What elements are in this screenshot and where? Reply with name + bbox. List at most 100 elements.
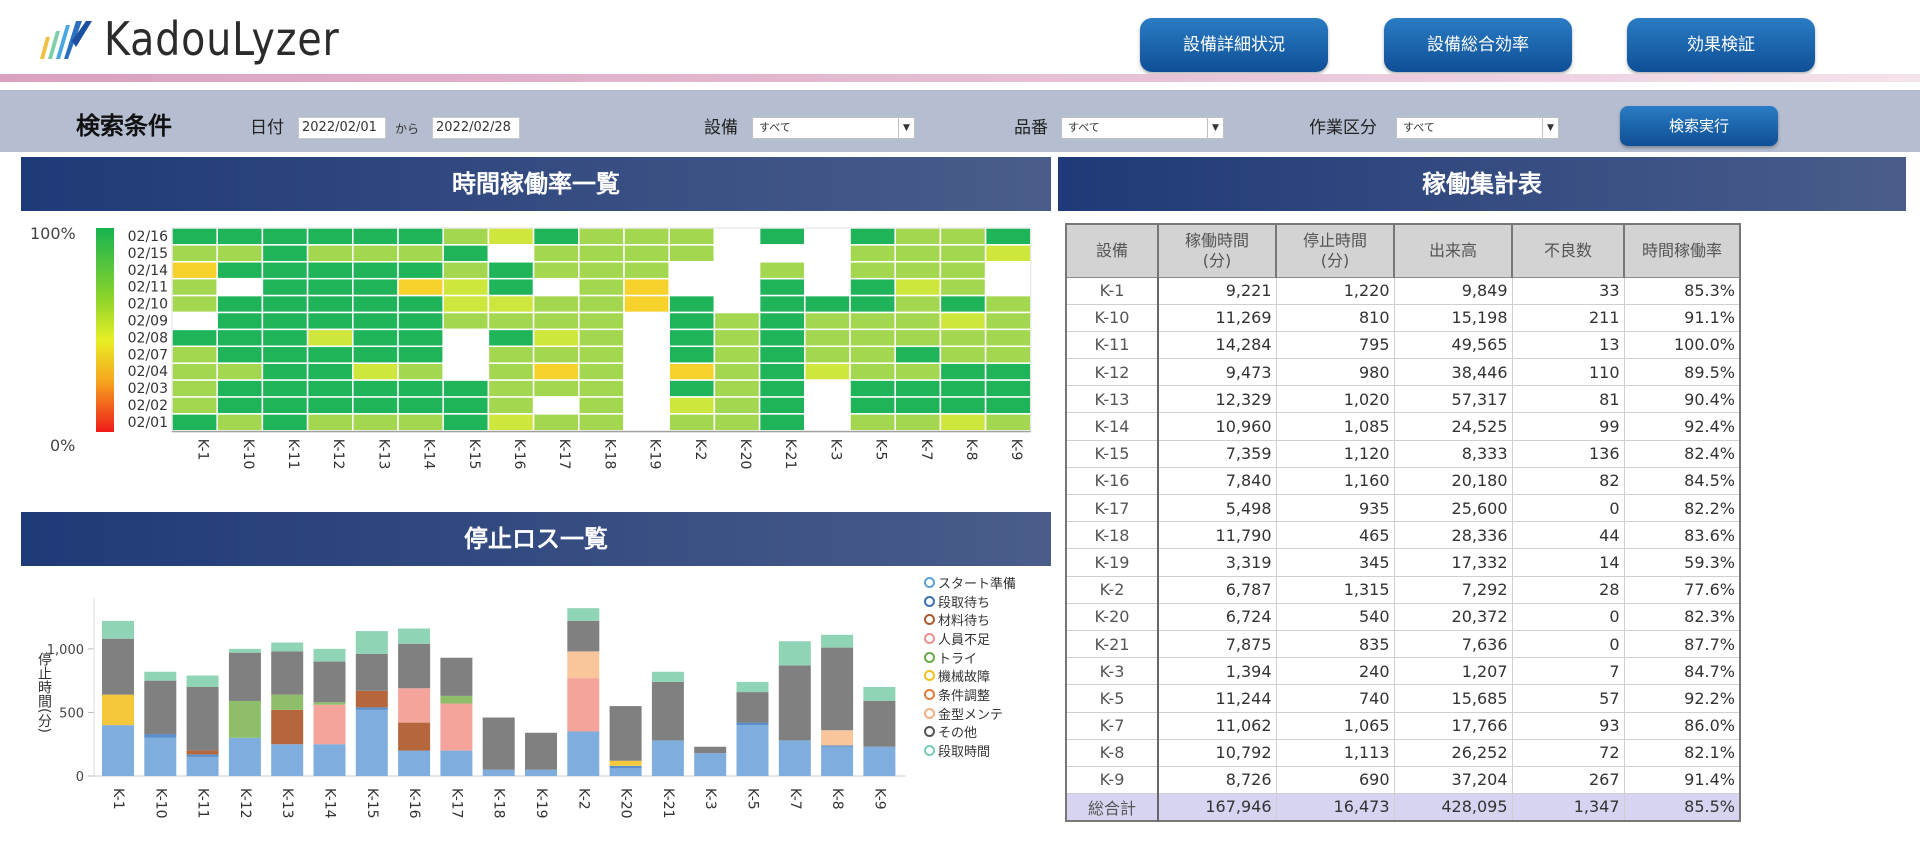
- table-row[interactable]: K-9 8,726 690 37,204 267 91.4%: [1065, 765, 1741, 795]
- heatmap-cell[interactable]: [171, 345, 218, 364]
- heatmap-cell[interactable]: [668, 311, 716, 331]
- heatmap-cell[interactable]: [668, 345, 716, 364]
- heatmap-cell[interactable]: [984, 261, 1032, 280]
- heatmap-cell[interactable]: [804, 294, 851, 314]
- heatmap-cell[interactable]: [804, 227, 851, 246]
- stoploss-bar-segment[interactable]: [186, 687, 219, 751]
- heatmap-cell[interactable]: [984, 328, 1032, 348]
- stoploss-bar-segment[interactable]: [609, 765, 642, 769]
- heatmap-cell[interactable]: [939, 294, 987, 314]
- heatmap-cell[interactable]: [171, 261, 218, 280]
- table-row[interactable]: K-20 6,724 540 20,372 0 82.3%: [1065, 602, 1741, 631]
- stoploss-bar-segment[interactable]: [440, 657, 473, 696]
- heatmap-cell[interactable]: [849, 362, 896, 381]
- stoploss-bar-segment[interactable]: [736, 725, 769, 776]
- heatmap-cell[interactable]: [713, 396, 761, 415]
- heatmap-cell[interactable]: [758, 277, 806, 297]
- heatmap-cell[interactable]: [397, 311, 444, 331]
- heatmap-cell[interactable]: [171, 379, 218, 398]
- heatmap-cell[interactable]: [623, 328, 670, 348]
- heatmap-cell[interactable]: [442, 362, 490, 381]
- heatmap-cell[interactable]: [849, 227, 896, 246]
- heatmap-cell[interactable]: [849, 244, 896, 263]
- heatmap-cell[interactable]: [442, 345, 490, 364]
- heatmap-cell[interactable]: [306, 379, 354, 398]
- heatmap-cell[interactable]: [532, 413, 580, 432]
- stoploss-bar-segment[interactable]: [313, 661, 346, 703]
- table-row[interactable]: K-1 9,221 1,220 9,849 33 85.3%: [1065, 276, 1741, 305]
- heatmap-cell[interactable]: [894, 345, 942, 364]
- stoploss-bar-segment[interactable]: [778, 740, 811, 776]
- heatmap-cell[interactable]: [849, 328, 896, 348]
- heatmap-cell[interactable]: [939, 328, 987, 348]
- heatmap-cell[interactable]: [352, 413, 399, 432]
- stoploss-bar-segment[interactable]: [736, 692, 769, 723]
- heatmap-cell[interactable]: [668, 413, 716, 432]
- heatmap-cell[interactable]: [397, 362, 444, 381]
- stoploss-bar-segment[interactable]: [271, 709, 304, 745]
- heatmap-cell[interactable]: [306, 413, 354, 432]
- table-header-cell[interactable]: 時間稼働率: [1623, 223, 1741, 278]
- chevron-down-icon[interactable]: ▼: [1542, 118, 1558, 138]
- heatmap-cell[interactable]: [713, 244, 761, 263]
- stoploss-bar-segment[interactable]: [694, 753, 727, 776]
- table-row[interactable]: K-8 10,792 1,113 26,252 72 82.1%: [1065, 738, 1741, 767]
- heatmap-cell[interactable]: [532, 396, 580, 415]
- heatmap-cell[interactable]: [306, 227, 354, 246]
- heatmap-cell[interactable]: [623, 311, 670, 331]
- heatmap-cell[interactable]: [623, 396, 670, 415]
- heatmap-cell[interactable]: [939, 244, 987, 263]
- legend-item[interactable]: 人員不足: [924, 629, 1016, 648]
- stoploss-bar-segment[interactable]: [271, 651, 304, 695]
- heatmap-cell[interactable]: [849, 277, 896, 297]
- stoploss-bar-segment[interactable]: [482, 717, 515, 770]
- search-submit-button[interactable]: 検索実行: [1620, 106, 1778, 146]
- heatmap-cell[interactable]: [939, 362, 987, 381]
- stoploss-bar-segment[interactable]: [736, 681, 769, 693]
- heatmap-cell[interactable]: [939, 379, 987, 398]
- heatmap-cell[interactable]: [804, 311, 851, 331]
- heatmap-cell[interactable]: [623, 362, 670, 381]
- stoploss-bar-segment[interactable]: [567, 731, 600, 777]
- heatmap-cell[interactable]: [939, 261, 987, 280]
- legend-item[interactable]: 段取待ち: [924, 592, 1016, 611]
- heatmap-cell[interactable]: [849, 413, 896, 432]
- heatmap-cell[interactable]: [171, 244, 218, 263]
- heatmap-cell[interactable]: [532, 328, 580, 348]
- stoploss-bar-segment[interactable]: [694, 746, 727, 754]
- heatmap-cell[interactable]: [578, 277, 625, 297]
- stoploss-bar-segment[interactable]: [778, 665, 811, 741]
- heatmap-cell[interactable]: [894, 379, 942, 398]
- heatmap-cell[interactable]: [849, 311, 896, 331]
- equipment-detail-button[interactable]: 設備詳細状況: [1140, 18, 1328, 72]
- stoploss-bar-segment[interactable]: [398, 688, 431, 723]
- heatmap-cell[interactable]: [668, 227, 716, 246]
- chevron-down-icon[interactable]: ▼: [898, 118, 914, 138]
- heatmap-cell[interactable]: [216, 379, 264, 398]
- heatmap-cell[interactable]: [487, 413, 535, 432]
- heatmap-cell[interactable]: [713, 277, 761, 297]
- heatmap-cell[interactable]: [487, 362, 535, 381]
- stoploss-bar-segment[interactable]: [355, 653, 388, 691]
- heatmap-cell[interactable]: [804, 396, 851, 415]
- heatmap-cell[interactable]: [397, 396, 444, 415]
- stoploss-bar-segment[interactable]: [525, 769, 557, 776]
- heatmap-cell[interactable]: [578, 261, 625, 280]
- heatmap-cell[interactable]: [216, 413, 264, 432]
- stoploss-bar-segment[interactable]: [144, 734, 177, 738]
- heatmap-cell[interactable]: [532, 379, 580, 398]
- heatmap-cell[interactable]: [758, 227, 806, 246]
- stoploss-bar-segment[interactable]: [398, 722, 431, 751]
- table-total-row[interactable]: 総合計 167,946 16,473 428,095 1,347 85.5%: [1065, 793, 1741, 822]
- heatmap-cell[interactable]: [984, 244, 1032, 263]
- heatmap-cell[interactable]: [578, 294, 625, 314]
- heatmap-cell[interactable]: [578, 396, 625, 415]
- stoploss-bar-segment[interactable]: [567, 651, 600, 679]
- heatmap-cell[interactable]: [804, 244, 851, 263]
- heatmap-cell[interactable]: [984, 379, 1032, 398]
- heatmap-cell[interactable]: [171, 362, 218, 381]
- heatmap-cell[interactable]: [578, 345, 625, 364]
- stoploss-bar-segment[interactable]: [398, 750, 431, 776]
- heatmap-cell[interactable]: [171, 277, 218, 297]
- app-logo[interactable]: KadouLyzer: [36, 12, 378, 66]
